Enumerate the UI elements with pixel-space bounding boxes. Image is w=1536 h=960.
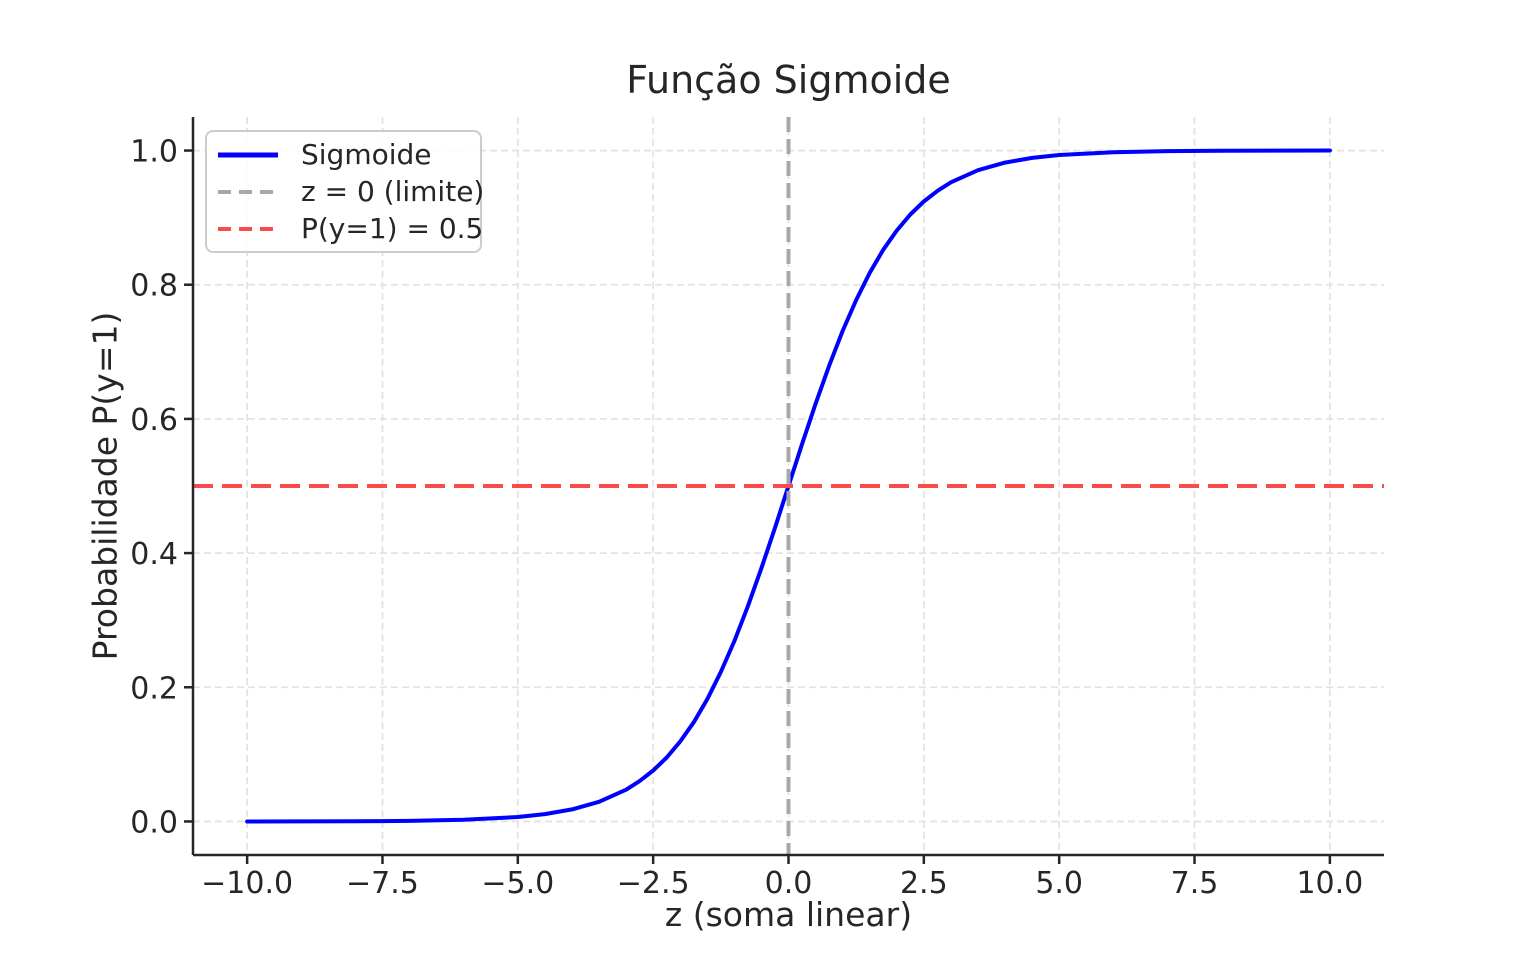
x-tick-label: −2.5 — [617, 866, 690, 901]
legend-label-p-half: P(y=1) = 0.5 — [301, 212, 484, 245]
x-tick-label: 10.0 — [1296, 866, 1363, 901]
x-tick-label: −5.0 — [481, 866, 554, 901]
x-tick-label: −7.5 — [346, 866, 419, 901]
y-tick-label: 1.0 — [130, 135, 178, 170]
legend-item-sigmoide: Sigmoide — [217, 138, 472, 171]
x-tick-label: 0.0 — [765, 866, 813, 901]
x-tick-label: −10.0 — [201, 866, 293, 901]
x-axis-label: z (soma linear) — [664, 895, 913, 934]
y-axis-label: Probabilidade P(y=1) — [85, 311, 125, 661]
legend-label-z-limit: z = 0 (limite) — [301, 175, 485, 208]
y-tick-label: 0.8 — [130, 269, 178, 304]
chart-title: Função Sigmoide — [626, 58, 951, 102]
x-tick-label: 2.5 — [900, 866, 948, 901]
x-tick-label: 5.0 — [1035, 866, 1083, 901]
legend-line-sample-gray-dashed — [218, 189, 278, 194]
y-tick-label: 0.6 — [130, 403, 178, 438]
legend-label-sigmoide: Sigmoide — [301, 138, 432, 171]
legend-item-p-half: P(y=1) = 0.5 — [217, 212, 483, 245]
y-tick-label: 0.0 — [130, 805, 178, 840]
y-tick-label: 0.4 — [130, 537, 178, 572]
legend-item-z-limit: z = 0 (limite) — [217, 175, 484, 208]
y-tick-label: 0.2 — [130, 671, 178, 706]
x-tick-label: 7.5 — [1171, 866, 1219, 901]
legend: Sigmoide z = 0 (limite) P(y=1) = 0.5 — [205, 130, 484, 253]
legend-line-sample-red-dashed — [218, 226, 278, 231]
legend-line-sample-solid — [218, 152, 278, 157]
